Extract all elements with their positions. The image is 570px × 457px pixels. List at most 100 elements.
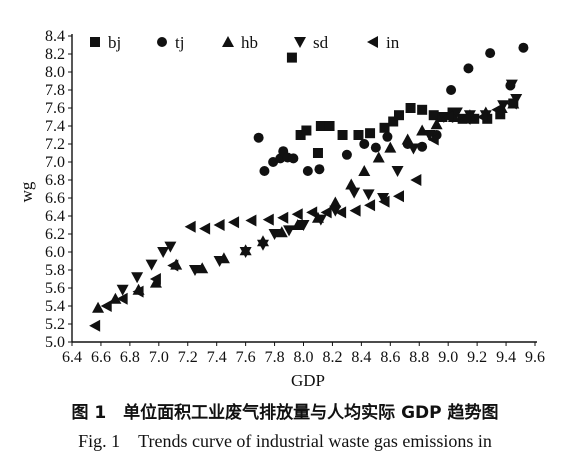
- point-sd: [157, 247, 170, 258]
- y-tick-label: 5.8: [45, 262, 65, 279]
- x-tick-label: 6.8: [120, 349, 140, 366]
- x-tick-label: 9.4: [496, 349, 516, 366]
- point-sd: [164, 241, 177, 253]
- point-tj: [446, 85, 457, 95]
- point-sd: [131, 272, 144, 284]
- x-tick-label: 7.2: [178, 349, 198, 366]
- y-tick-label: 5.4: [45, 298, 65, 315]
- point-in: [459, 112, 471, 125]
- x-tick-label: 6.6: [91, 349, 111, 366]
- point-tj: [259, 166, 270, 176]
- y-tick-label: 6.8: [45, 172, 65, 189]
- point-hb: [92, 301, 105, 313]
- point-bj: [315, 121, 326, 131]
- point-sd: [505, 79, 518, 91]
- point-tj: [359, 139, 370, 149]
- legend-label-sd: sd: [313, 33, 329, 52]
- point-in: [491, 103, 503, 116]
- point-hb: [401, 133, 414, 145]
- x-tick-label: 9.0: [438, 349, 458, 366]
- point-sd: [423, 130, 436, 141]
- point-sd: [450, 107, 463, 119]
- y-axis-label: wg: [17, 181, 36, 202]
- point-bj: [388, 116, 399, 127]
- point-tj: [382, 131, 393, 142]
- y-tick-label: 5.0: [45, 334, 65, 351]
- y-tick-label: 7.2: [45, 136, 65, 153]
- series-in: [89, 97, 517, 332]
- point-in: [199, 222, 211, 235]
- point-in: [378, 195, 390, 208]
- point-in: [213, 219, 225, 231]
- point-in: [392, 190, 404, 203]
- point-sd: [116, 284, 129, 296]
- point-tj: [370, 142, 381, 153]
- point-sd: [188, 265, 201, 276]
- point-in: [167, 259, 179, 272]
- legend-marker-tj: [157, 37, 167, 47]
- point-sd: [213, 256, 226, 267]
- point-sd: [268, 229, 281, 240]
- point-sd: [362, 189, 375, 201]
- y-tick-label: 8.0: [45, 64, 65, 81]
- point-in: [320, 206, 332, 219]
- x-tick-label: 7.8: [265, 349, 285, 366]
- point-in: [427, 133, 439, 146]
- point-hb: [196, 262, 209, 274]
- point-hb: [291, 219, 304, 230]
- point-sd: [407, 143, 420, 155]
- point-bj: [301, 125, 312, 136]
- point-bj: [324, 121, 335, 131]
- point-sd: [256, 239, 269, 251]
- point-in: [228, 216, 240, 229]
- point-bj: [365, 128, 376, 139]
- point-sd: [391, 166, 404, 177]
- point-hb: [384, 141, 397, 153]
- legend-label-in: in: [386, 33, 400, 52]
- point-in: [476, 111, 488, 123]
- point-in: [364, 199, 376, 212]
- point-tj: [288, 153, 299, 164]
- x-tick-label: 8.6: [380, 349, 400, 366]
- data-marks: [89, 42, 529, 332]
- y-tick-label: 6.0: [45, 244, 65, 261]
- x-tick-label: 8.8: [409, 349, 429, 366]
- point-in: [132, 285, 144, 298]
- point-tj: [463, 63, 474, 74]
- point-in: [410, 174, 422, 186]
- point-sd: [497, 100, 510, 112]
- point-in: [149, 273, 161, 285]
- point-sd: [297, 220, 310, 231]
- point-bj: [295, 130, 306, 140]
- point-bj: [428, 110, 439, 121]
- legend-marker-in: [367, 36, 378, 48]
- y-tick-label: 8.4: [45, 28, 65, 45]
- y-tick-label: 7.8: [45, 82, 65, 99]
- point-sd: [329, 205, 342, 217]
- point-sd: [239, 247, 252, 258]
- point-bj: [379, 122, 390, 133]
- axes: 6.4 6.6 6.8 7.0 7.2 7.4 7.6 7.8 8.0 8.2 8.4 8.6 8.8 9…: [45, 28, 545, 366]
- point-bj: [405, 103, 416, 113]
- y-tick-label: 5.6: [45, 280, 65, 297]
- point-hb: [345, 178, 358, 190]
- x-tick-label: 7.0: [149, 349, 169, 366]
- legend: bj tj hb sd in: [90, 33, 400, 52]
- point-tj: [485, 48, 496, 59]
- x-tick-label: 7.6: [236, 349, 256, 366]
- legend-label-bj: bj: [108, 33, 121, 52]
- point-in: [116, 292, 128, 305]
- legend-item-hb: hb: [222, 33, 258, 52]
- point-in: [306, 206, 318, 219]
- y-tick-label: 7.0: [45, 154, 65, 171]
- y-tick-label: 8.2: [45, 46, 65, 63]
- legend-item-bj: bj: [90, 33, 121, 52]
- point-hb: [358, 165, 371, 176]
- point-tj: [341, 149, 352, 160]
- x-axis-label: GDP: [291, 371, 325, 390]
- y-tick-label: 6.4: [45, 208, 65, 225]
- point-tj: [417, 141, 428, 152]
- x-tick-label: 6.4: [62, 349, 82, 366]
- point-hb: [329, 196, 342, 208]
- legend-label-hb: hb: [241, 33, 258, 52]
